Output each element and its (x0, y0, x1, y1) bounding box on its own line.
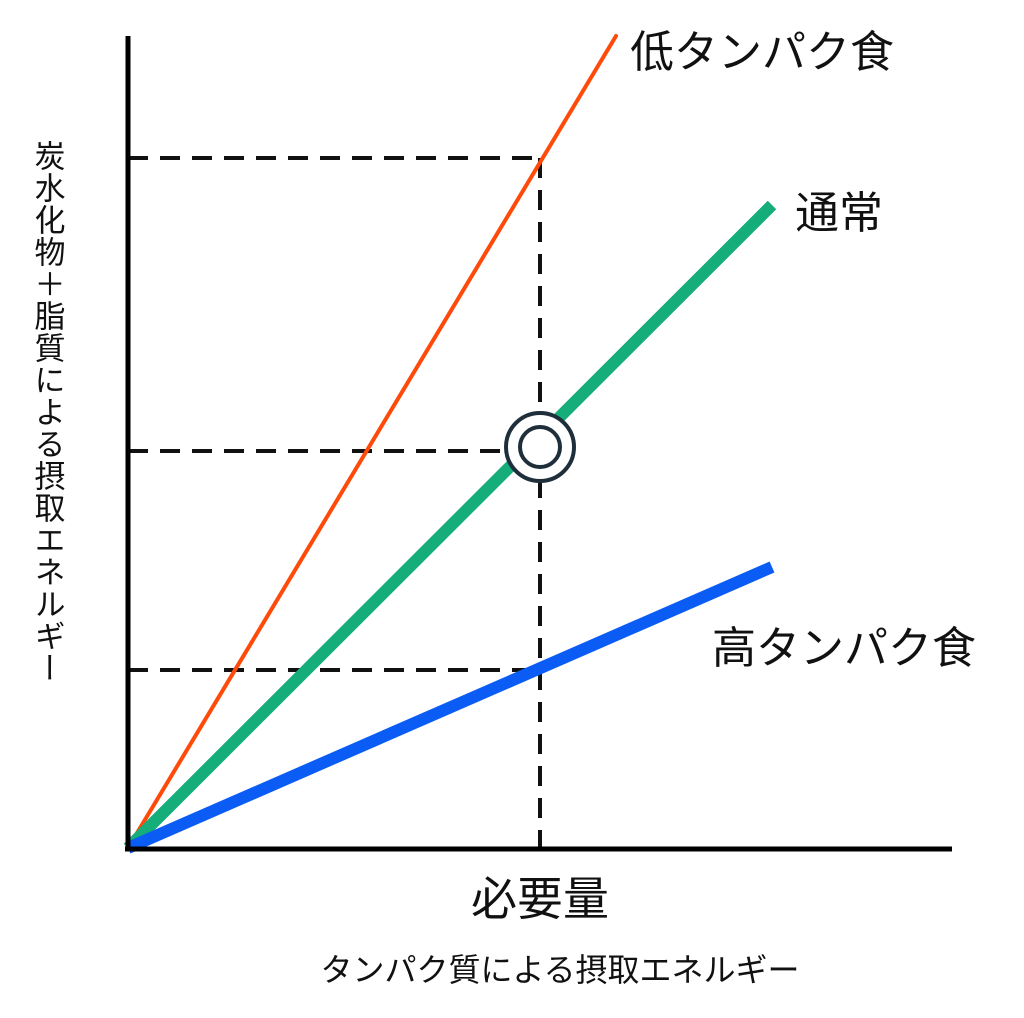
x-marker-label: 必要量 (471, 872, 609, 926)
y-axis-title-wrap: 炭水化物＋脂質による摂取エネルギー (22, 140, 70, 780)
y-axis-title: 炭水化物＋脂質による摂取エネルギー (28, 140, 65, 684)
guide-lines (128, 156, 542, 848)
double-circle-marker (504, 411, 576, 483)
axes (125, 36, 952, 852)
x-axis-title: タンパク質による摂取エネルギー (320, 951, 799, 989)
line-high-protein (125, 561, 775, 854)
line-low-protein (126, 34, 618, 850)
label-high-protein: 高タンパク食 (712, 623, 976, 674)
label-normal: 通常 (795, 188, 883, 239)
line-normal (123, 200, 777, 853)
label-low-protein: 低タンパク食 (630, 27, 894, 78)
